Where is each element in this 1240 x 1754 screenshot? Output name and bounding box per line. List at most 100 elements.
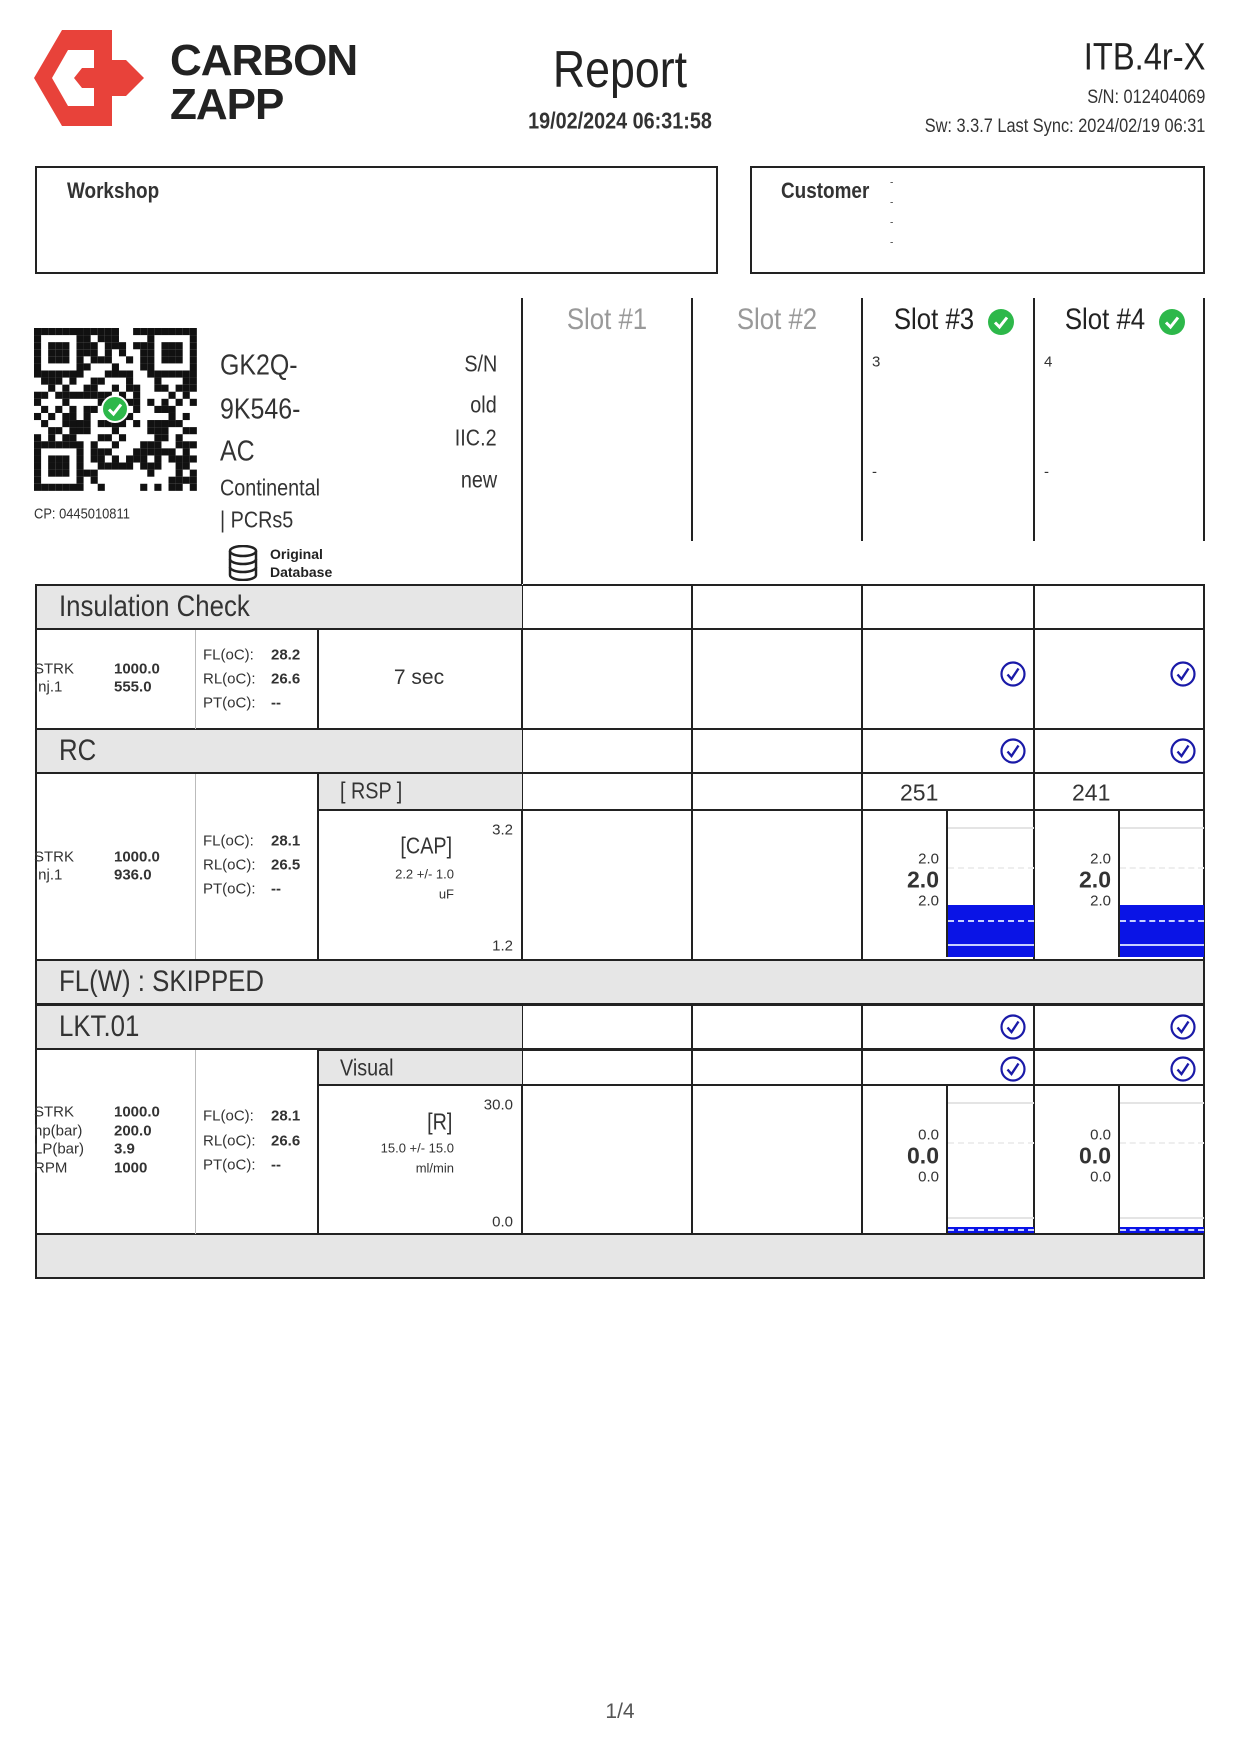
pass-check-icon: [1000, 738, 1026, 764]
insulation-temp-label: PT(oC):: [203, 694, 256, 712]
lkt-max: 30.0: [483, 1096, 513, 1114]
chart-bar-line: [948, 944, 1034, 946]
rc-lower: 2.0: [1090, 892, 1111, 910]
database-label-2: Database: [270, 564, 333, 580]
carbon-zapp-logo-icon: [34, 30, 144, 126]
cp-number: CP: 0445010811: [34, 505, 130, 523]
lkt-temp-value: 26.6: [271, 1132, 301, 1149]
insulation-duration: 7 sec: [393, 666, 445, 689]
insulation-title: Insulation Check: [59, 590, 250, 623]
chart-max-line: [1120, 1102, 1204, 1104]
software-sync: Sw: 3.3.7 Last Sync: 2024/02/19 06:31: [924, 116, 1205, 137]
customer-line: -: [890, 197, 894, 209]
lkt-temp-label: PT(oC):: [203, 1156, 256, 1174]
pass-check-icon: [1000, 1014, 1026, 1040]
chart-bar-line: [1120, 944, 1204, 946]
rc-temp-label: FL(oC):: [203, 832, 254, 850]
footer-band: [35, 1233, 1205, 1279]
qr-code: [34, 328, 197, 491]
part-code: AC: [220, 435, 255, 468]
slot-header-3[interactable]: Slot #3: [893, 303, 975, 336]
divider: [195, 630, 196, 729]
lkt-spec: 15.0 +/- 15.0: [380, 1140, 454, 1156]
visual-band: [318, 1049, 522, 1086]
divider: [317, 1050, 319, 1234]
divider: [521, 585, 523, 960]
insulation-param-label: STRK: [34, 660, 75, 678]
sn-new: new: [460, 466, 497, 493]
report-datetime: 19/02/2024 06:31:58: [528, 107, 712, 134]
insulation-param-value: 555.0: [114, 678, 152, 696]
divider: [1203, 585, 1205, 1278]
lkt-min: 0.0: [492, 1213, 513, 1231]
lkt-measure: [R]: [426, 1108, 452, 1135]
customer-line: -: [890, 177, 894, 189]
chart-bar: [948, 905, 1034, 957]
sn-label: S/N: [464, 350, 497, 377]
rc-param-value: 1000.0: [114, 848, 160, 866]
chart-nominal-line: [948, 867, 1034, 869]
workshop-box: [35, 166, 718, 274]
part-code: GK2Q-: [220, 349, 298, 382]
sn-class: IIC.2: [455, 424, 497, 451]
device-name: ITB.4r-X: [1083, 36, 1205, 79]
divider: [521, 1004, 523, 1234]
chart-max-line: [948, 1102, 1034, 1104]
lkt-lower: 0.0: [1090, 1168, 1111, 1186]
divider: [35, 585, 37, 1278]
insulation-temp-value: 28.2: [271, 646, 301, 664]
rc-upper: 2.0: [1090, 850, 1111, 868]
lkt-upper: 0.0: [1090, 1126, 1111, 1144]
pass-check-icon: [1170, 738, 1196, 764]
lkt-lower: 0.0: [918, 1168, 939, 1186]
rc-measure: [CAP]: [400, 832, 452, 859]
insulation-temp-label: RL(oC):: [203, 670, 256, 688]
slot-header-2[interactable]: Slot #2: [736, 303, 818, 336]
rc-unit: uF: [438, 886, 454, 902]
verified-check-icon: [101, 395, 129, 423]
lkt-value: 0.0: [907, 1142, 939, 1169]
chart-max-line: [948, 827, 1034, 829]
workshop-label: Workshop: [67, 178, 160, 203]
lkt-title: LKT.01: [59, 1010, 140, 1043]
chart-divider: [946, 1086, 948, 1233]
rsp-label: [ RSP ]: [340, 777, 403, 804]
insulation-param-label: Inj.1: [34, 678, 63, 696]
chart-divider: [1118, 1086, 1120, 1233]
lkt-upper: 0.0: [918, 1126, 939, 1144]
chart-min-line: [1120, 1217, 1204, 1219]
lkt-slot-band: [523, 1004, 1205, 1050]
chart-bar: [1120, 905, 1204, 957]
pass-check-icon: [1170, 1014, 1196, 1040]
rc-value: 2.0: [1079, 866, 1111, 893]
divider: [691, 1004, 693, 1234]
chart-bar-dash: [948, 920, 1034, 922]
database-label-1: Original: [270, 546, 323, 562]
insulation-temp-value: 26.6: [271, 670, 301, 688]
lkt-temp-label: RL(oC):: [203, 1132, 256, 1149]
insulation-temp-value: --: [271, 694, 281, 712]
lkt-header-band: [35, 1004, 522, 1050]
divider: [1203, 298, 1205, 541]
slot-header-1[interactable]: Slot #1: [566, 303, 648, 336]
page-number: 1/4: [605, 1700, 635, 1723]
lkt-temp-value: 28.1: [271, 1107, 301, 1125]
slot-header-4[interactable]: Slot #4: [1064, 303, 1146, 336]
divider: [861, 1004, 863, 1234]
part-maker: Continental: [220, 474, 321, 501]
brand-logo: [34, 30, 144, 126]
chart-bar-dash: [1120, 1229, 1204, 1231]
lkt-param-label: STRK: [34, 1103, 75, 1121]
customer-label: Customer: [781, 178, 870, 203]
lkt-temp-label: FL(oC):: [203, 1107, 254, 1125]
rsp-value: 251: [900, 779, 939, 806]
lkt-unit: ml/min: [415, 1160, 454, 1176]
visual-slot-band: [523, 1049, 1205, 1086]
chart-nominal-line: [1120, 867, 1204, 869]
divider: [521, 298, 523, 584]
pass-check-icon: [1170, 661, 1196, 687]
rc-param-value: 936.0: [114, 866, 152, 884]
rc-value: 2.0: [907, 866, 939, 893]
visual-label: Visual: [340, 1054, 394, 1081]
rc-title: RC: [59, 734, 97, 767]
